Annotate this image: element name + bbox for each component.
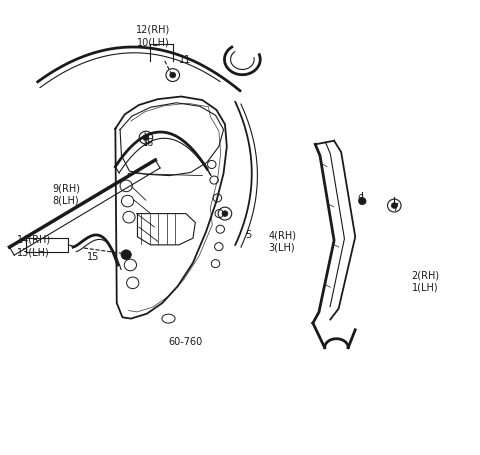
Circle shape — [359, 198, 366, 205]
Text: 4(RH)
3(LH): 4(RH) 3(LH) — [268, 230, 296, 252]
Circle shape — [391, 203, 397, 209]
Text: 14(RH)
13(LH): 14(RH) 13(LH) — [16, 234, 51, 257]
Text: 60-760: 60-760 — [169, 336, 203, 346]
Circle shape — [121, 250, 132, 260]
Text: 7: 7 — [392, 202, 398, 212]
Text: 15: 15 — [87, 252, 99, 262]
Circle shape — [170, 73, 176, 79]
Text: 2(RH)
1(LH): 2(RH) 1(LH) — [412, 270, 440, 292]
Text: 6: 6 — [357, 193, 363, 203]
Text: 12(RH)
10(LH): 12(RH) 10(LH) — [136, 25, 170, 47]
Text: 5: 5 — [245, 229, 251, 239]
Text: 9(RH)
8(LH): 9(RH) 8(LH) — [52, 183, 80, 205]
Text: 11: 11 — [179, 56, 191, 65]
Circle shape — [222, 211, 228, 217]
Circle shape — [143, 136, 149, 141]
Text: 16: 16 — [142, 138, 155, 148]
